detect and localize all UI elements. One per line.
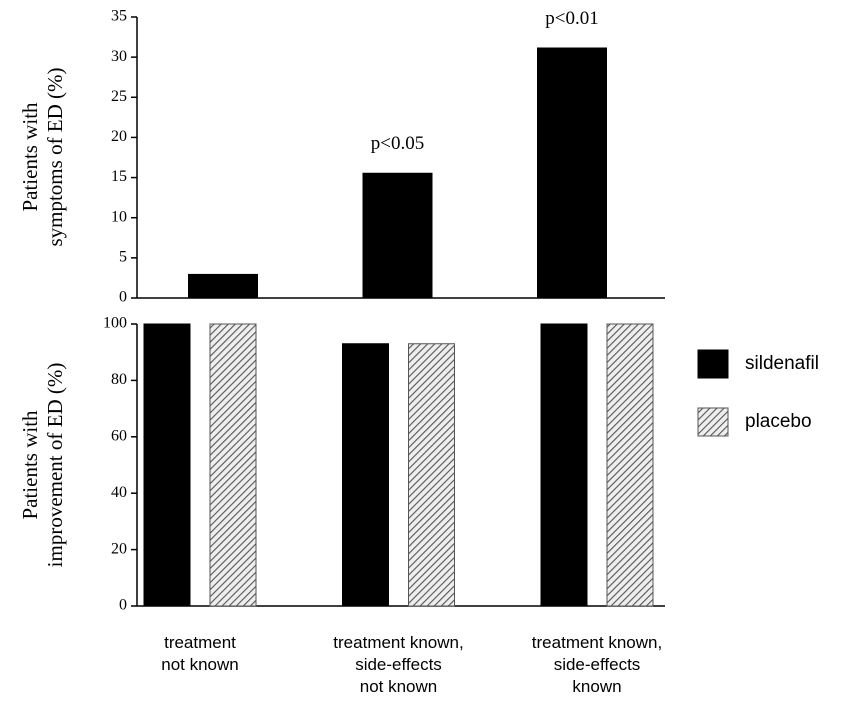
legend-label: placebo: [745, 411, 812, 432]
y-tick-label: 15: [111, 168, 127, 185]
y-tick-label: 60: [111, 427, 127, 444]
bar: [540, 323, 588, 607]
legend-swatch: [697, 407, 729, 437]
y-tick-label: 20: [111, 540, 127, 557]
bar: [606, 323, 654, 607]
bar: [188, 273, 258, 298]
bar: [408, 343, 455, 607]
y-tick-label: 10: [111, 208, 127, 225]
x-tick-label: treatment known, side-effects not known: [333, 633, 463, 696]
y-tick-label: 40: [111, 484, 127, 501]
annotation: p<0.01: [545, 8, 598, 29]
y-axis-label: Patients withsymptoms of ED (%): [18, 67, 67, 246]
legend-label: sildenafil: [745, 353, 819, 374]
y-tick-label: 80: [111, 371, 127, 388]
y-tick-label: 30: [111, 48, 127, 65]
y-tick-label: 0: [119, 597, 127, 614]
y-tick-label: 0: [119, 289, 127, 306]
y-tick-label: 35: [111, 8, 127, 25]
annotation: p<0.05: [371, 133, 424, 154]
bar: [537, 47, 607, 298]
bar: [209, 323, 257, 607]
bar: [342, 343, 389, 607]
y-tick-label: 5: [119, 249, 127, 266]
x-tick-label: treatment known, side-effects known: [532, 633, 662, 696]
bar: [143, 323, 191, 607]
y-tick-label: 25: [111, 88, 127, 105]
bar: [362, 172, 433, 298]
y-tick-label: 100: [103, 315, 127, 332]
y-tick-label: 20: [111, 128, 127, 145]
y-axis-label: Patients withimprovement of ED (%): [18, 363, 67, 568]
x-tick-label: treatment not known: [161, 633, 239, 674]
legend-swatch: [697, 349, 729, 379]
